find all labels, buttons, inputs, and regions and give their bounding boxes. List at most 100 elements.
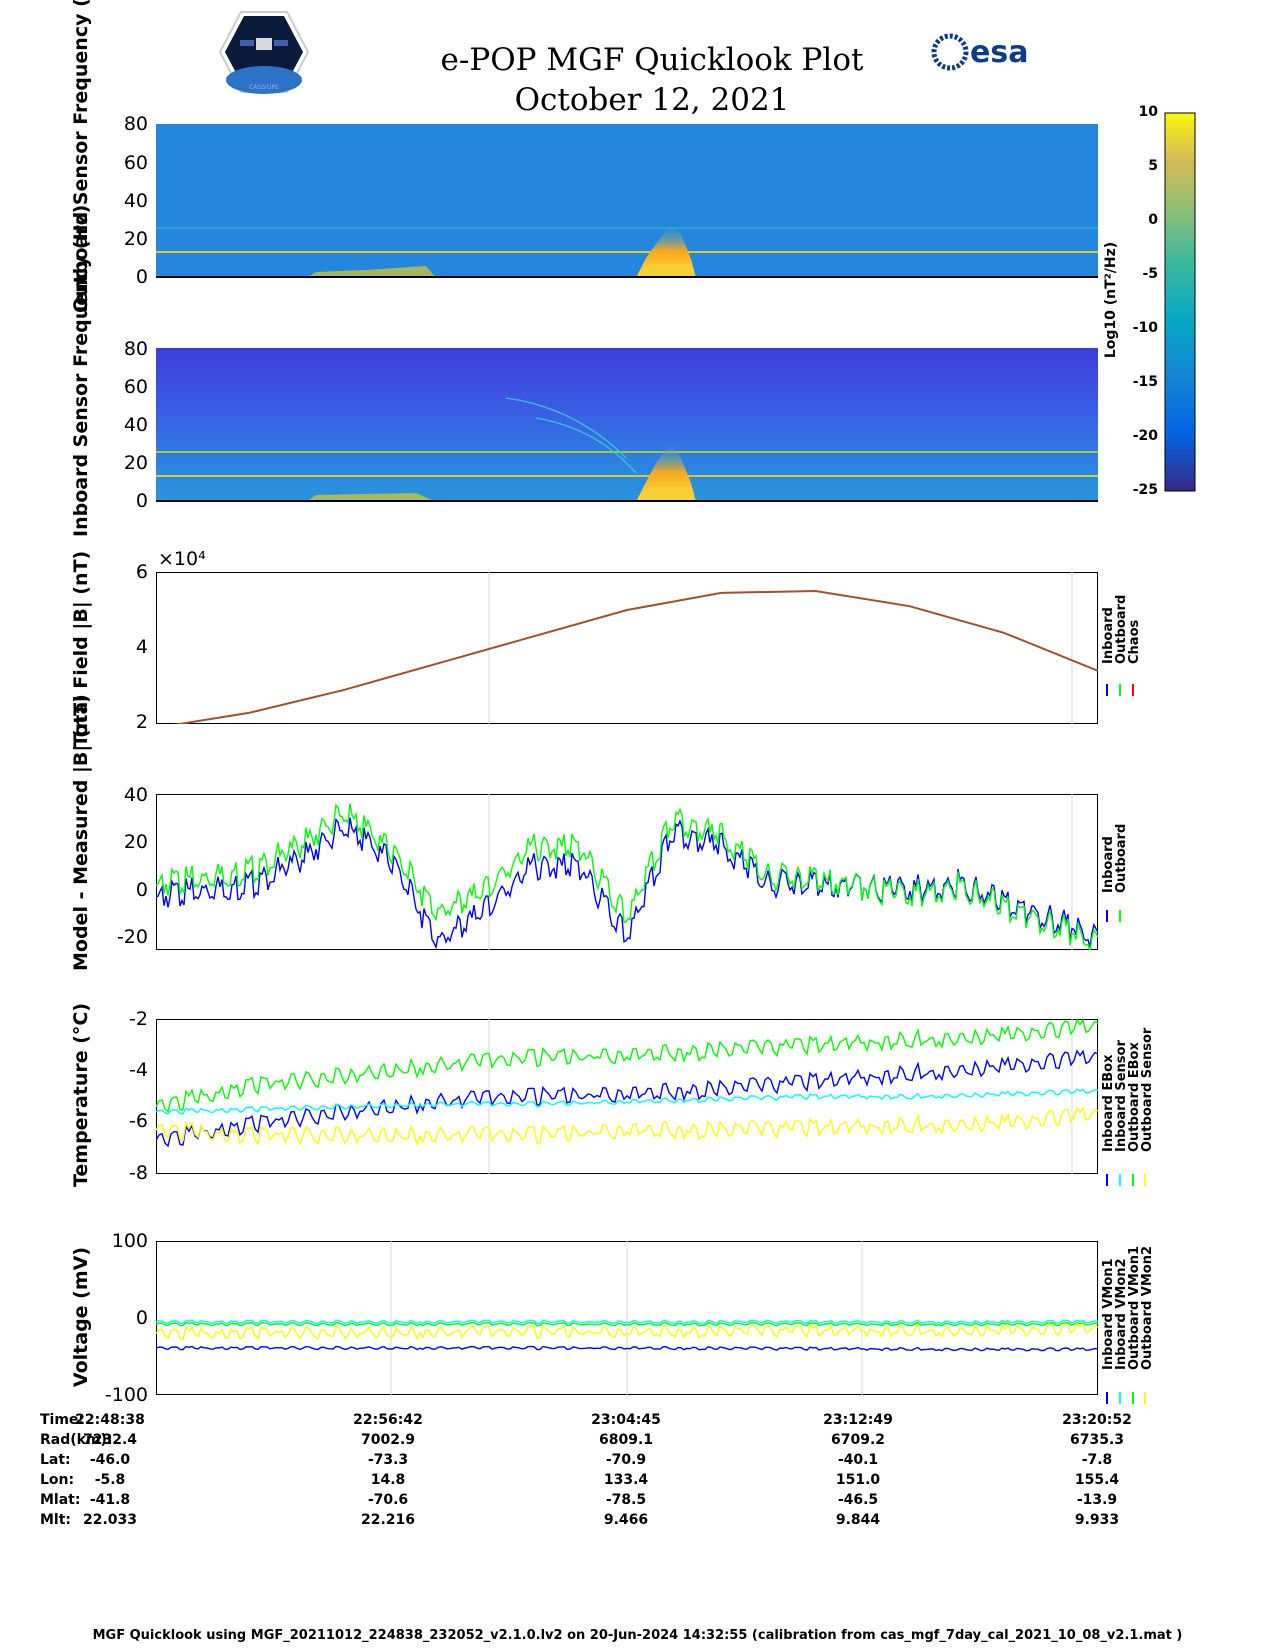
tick-label: 20 <box>123 228 148 250</box>
tick-label: 0 <box>135 490 148 512</box>
ephemeris-value: -40.1 <box>837 1452 879 1468</box>
tick-label: 80 <box>123 338 148 360</box>
ephemeris-value: 9.933 <box>1074 1512 1120 1528</box>
tick-label: 2 <box>135 711 148 733</box>
colorbar-tick: -20 <box>1132 428 1158 444</box>
plot-title: e-POP MGF Quicklook Plot October 12, 202… <box>352 40 952 120</box>
temperature-plot <box>156 1019 1098 1174</box>
low-freq-band <box>306 266 436 278</box>
inboard-vmon1-series <box>156 1345 1098 1352</box>
ephemeris-value: -73.3 <box>367 1452 409 1468</box>
ephemeris-value: 22.216 <box>360 1512 416 1528</box>
ephemeris-value: 7002.9 <box>360 1432 416 1448</box>
voltage-plot <box>156 1241 1098 1395</box>
esa-logo: esa <box>930 32 1040 72</box>
ephemeris-value: -5.8 <box>94 1472 126 1488</box>
ephemeris-value: -46.0 <box>89 1452 131 1468</box>
inboard-vmon2-series <box>156 1319 1098 1325</box>
svg-text:CASSIOPE: CASSIOPE <box>249 84 279 91</box>
tick-label: 60 <box>123 376 148 398</box>
ephemeris-value: 22:48:38 <box>75 1412 145 1428</box>
footer-note: MGF Quicklook using MGF_20211012_224838_… <box>92 1628 1183 1643</box>
inboard-series-line <box>156 817 1098 950</box>
colorbar-tick: -10 <box>1132 320 1158 336</box>
outboard-ebox-series-line <box>156 1019 1098 1113</box>
inboard-sensor-series-line <box>156 1088 1098 1115</box>
tick-label: -100 <box>104 1384 148 1406</box>
tick-label: 20 <box>123 452 148 474</box>
ephemeris-label: Time: <box>40 1412 85 1428</box>
tick-label: 60 <box>123 152 148 174</box>
tick-label: 40 <box>123 414 148 436</box>
tick-label: 80 <box>123 113 148 135</box>
legend-entry: Outboard Sensor <box>1140 1027 1155 1152</box>
svg-text:esa: esa <box>970 35 1028 70</box>
plot-frame <box>156 794 1098 950</box>
ephemeris-value: 6809.1 <box>598 1432 654 1448</box>
ephemeris-value: 23:04:45 <box>591 1412 661 1428</box>
ephemeris-value: 6735.3 <box>1069 1432 1125 1448</box>
ephemeris-value: 14.8 <box>370 1472 406 1488</box>
tick-label: 0 <box>135 266 148 288</box>
title-line-2: October 12, 2021 <box>514 82 790 118</box>
outboard-vmon2-series <box>156 1322 1098 1341</box>
outboard-sensor-series <box>156 1106 1098 1147</box>
tick-label: -8 <box>129 1162 148 1184</box>
tick-label: 0 <box>135 879 148 901</box>
burst-region <box>636 443 696 502</box>
ephemeris-value: -41.8 <box>89 1492 131 1508</box>
colorbar-tick: 0 <box>1148 212 1158 228</box>
tick-label: 4 <box>135 636 148 658</box>
outboard-series <box>156 803 1098 950</box>
colorbar-tick: 10 <box>1138 104 1158 120</box>
inboard-vmon1-series-line <box>156 1345 1098 1352</box>
inboard-ebox-series-line <box>156 1049 1098 1148</box>
ephemeris-value: -13.9 <box>1076 1492 1118 1508</box>
ephemeris-value: 9.844 <box>835 1512 881 1528</box>
ephemeris-label: Lat: <box>40 1452 71 1468</box>
multiplier-label: ×10⁴ <box>158 548 206 570</box>
title-line-1: e-POP MGF Quicklook Plot <box>440 42 864 78</box>
total-field-plot <box>156 572 1098 724</box>
inboard-sensor-series <box>156 1088 1098 1115</box>
temperature-legend: Inboard EBox Inboard Sensor Outboard EBo… <box>1101 1027 1155 1152</box>
outboard-spectrogram <box>156 124 1098 278</box>
ephemeris-value: 155.4 <box>1074 1472 1120 1488</box>
colorbar-tick: -5 <box>1142 266 1158 282</box>
ephemeris-label: Mlt: <box>40 1512 72 1528</box>
outboard-ebox-series <box>156 1019 1098 1113</box>
ephemeris-value: 23:20:52 <box>1062 1412 1132 1428</box>
cassiope-logo: CASSIOPE <box>218 10 310 94</box>
ephemeris-value: -7.8 <box>1081 1452 1113 1468</box>
colorbar-label: Log10 (nT²/Hz) <box>1103 241 1119 359</box>
outboard-vmon1-series-line <box>156 1321 1098 1327</box>
ephemeris-value: 7232.4 <box>82 1432 138 1448</box>
tick-label: -2 <box>129 1008 148 1030</box>
ephemeris-value: 151.0 <box>835 1472 881 1488</box>
outboard-vmon1-series <box>156 1321 1098 1327</box>
inboard-series <box>156 817 1098 950</box>
ephemeris-value: -46.5 <box>837 1492 879 1508</box>
ephemeris-value: -70.6 <box>367 1492 409 1508</box>
voltage-legend-swatches <box>1106 1392 1146 1404</box>
inboard-ebox-series <box>156 1049 1098 1148</box>
ephemeris-value: 6709.2 <box>830 1432 886 1448</box>
ephemeris-value: 22.033 <box>82 1512 138 1528</box>
colorbar <box>1164 112 1196 492</box>
ephemeris-value: -70.9 <box>605 1452 647 1468</box>
ephemeris-label: Lon: <box>40 1472 75 1488</box>
colorbar-tick: 5 <box>1148 158 1158 174</box>
tick-label: 20 <box>123 831 148 853</box>
temperature-legend-swatches <box>1106 1174 1146 1186</box>
colorbar-tick: -15 <box>1132 374 1158 390</box>
tick-label: 40 <box>123 190 148 212</box>
ephemeris-value: 9.466 <box>603 1512 649 1528</box>
tick-label: 40 <box>123 784 148 806</box>
colorbar-tick: -25 <box>1132 482 1158 498</box>
tick-label: -6 <box>129 1110 148 1132</box>
ephemeris-label: Mlat: <box>40 1492 81 1508</box>
inboard-vmon2-series-line <box>156 1319 1098 1325</box>
model-measured-legend: Inboard Outboard <box>1101 824 1129 893</box>
ephemeris-value: 22:56:42 <box>353 1412 423 1428</box>
model-measured-plot <box>156 794 1098 950</box>
